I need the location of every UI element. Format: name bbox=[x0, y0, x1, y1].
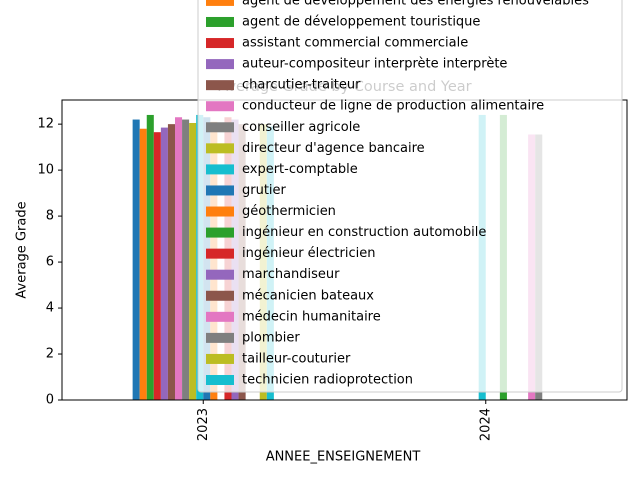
y-tick-label: 2 bbox=[46, 347, 54, 362]
legend-swatch bbox=[206, 353, 234, 364]
legend-swatch bbox=[206, 101, 234, 112]
legend-swatch bbox=[206, 185, 234, 196]
legend-label: grutier bbox=[242, 183, 287, 198]
legend-label: agent de développement des énergies reno… bbox=[242, 0, 589, 8]
legend-swatch bbox=[206, 0, 234, 6]
y-tick-label: 10 bbox=[37, 163, 54, 178]
legend-label: ingénieur électricien bbox=[242, 246, 375, 261]
legend-swatch bbox=[206, 332, 234, 343]
bar bbox=[189, 122, 197, 401]
legend-label: directeur d'agence bancaire bbox=[242, 141, 425, 156]
legend-swatch bbox=[206, 375, 234, 385]
legend-swatch bbox=[206, 206, 234, 217]
legend-label: plombier bbox=[242, 330, 300, 345]
y-tick-label: 0 bbox=[46, 393, 54, 408]
bar bbox=[167, 124, 175, 400]
legend-label: agent de développement touristique bbox=[242, 14, 480, 29]
legend-swatch bbox=[206, 227, 234, 238]
bar bbox=[132, 119, 140, 401]
legend-label: expert-comptable bbox=[242, 162, 358, 177]
bar bbox=[182, 119, 190, 401]
x-tick-label: 2024 bbox=[478, 408, 493, 441]
legend-box bbox=[197, 0, 623, 393]
legend-label: mécanicien bateaux bbox=[242, 288, 374, 303]
legend-label: charcutier-traiteur bbox=[242, 78, 361, 93]
y-axis-label: Average Grade bbox=[15, 201, 30, 298]
x-tick-label: 2023 bbox=[196, 408, 211, 441]
legend-label: assistant commercial commerciale bbox=[242, 36, 468, 51]
bar bbox=[175, 117, 183, 400]
legend-label: géothermicien bbox=[242, 204, 336, 219]
bar bbox=[153, 132, 161, 401]
legend-swatch bbox=[206, 143, 234, 154]
legend-swatch bbox=[206, 248, 234, 259]
legend-label: ingénieur en construction automobile bbox=[242, 225, 486, 240]
legend-label: technicien radioprotection bbox=[242, 373, 413, 388]
legend-swatch bbox=[206, 16, 234, 27]
legend-label: conseiller agricole bbox=[242, 120, 360, 135]
legend-label: auteur-compositeur interprète interprète bbox=[242, 57, 507, 72]
legend-swatch bbox=[206, 38, 234, 49]
legend-swatch bbox=[206, 290, 234, 301]
legend-swatch bbox=[206, 80, 234, 91]
bar bbox=[146, 114, 154, 400]
x-axis-label: ANNEE_ENSEIGNEMENT bbox=[266, 450, 421, 465]
y-tick-label: 8 bbox=[46, 209, 54, 224]
legend-swatch bbox=[206, 269, 234, 280]
legend-swatch bbox=[206, 164, 234, 175]
legend-label: tailleur-couturier bbox=[242, 351, 351, 366]
legend-swatch bbox=[206, 311, 234, 322]
legend-label: médecin humanitaire bbox=[242, 309, 381, 324]
y-tick-label: 6 bbox=[46, 255, 54, 270]
bar bbox=[160, 127, 168, 400]
legend-swatch bbox=[206, 122, 234, 133]
y-tick-label: 12 bbox=[37, 117, 54, 132]
legend-label: conducteur de ligne de production alimen… bbox=[242, 99, 544, 114]
bar bbox=[139, 128, 147, 400]
legend-label: marchandiseur bbox=[242, 267, 340, 282]
legend-swatch bbox=[206, 59, 234, 70]
y-tick-label: 4 bbox=[46, 301, 54, 316]
